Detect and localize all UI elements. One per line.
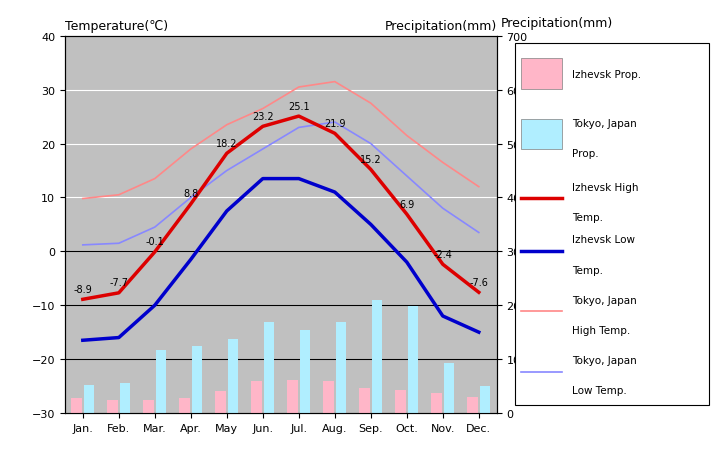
Bar bbox=[431, 392, 442, 413]
Text: Tokyo, Japan: Tokyo, Japan bbox=[572, 295, 636, 305]
Bar bbox=[251, 381, 262, 413]
Text: Tokyo, Japan: Tokyo, Japan bbox=[572, 118, 636, 128]
Bar bbox=[480, 386, 490, 413]
Bar bbox=[521, 59, 562, 90]
FancyBboxPatch shape bbox=[516, 44, 708, 406]
Text: 6.9: 6.9 bbox=[399, 199, 415, 209]
Text: Tokyo, Japan: Tokyo, Japan bbox=[572, 355, 636, 365]
Bar bbox=[372, 300, 382, 413]
Text: Low Temp.: Low Temp. bbox=[572, 386, 626, 396]
Text: 15.2: 15.2 bbox=[360, 155, 382, 164]
Bar bbox=[120, 383, 130, 413]
Text: 21.9: 21.9 bbox=[324, 118, 346, 129]
Bar bbox=[179, 398, 190, 413]
Text: Prop.: Prop. bbox=[572, 148, 598, 158]
Text: 23.2: 23.2 bbox=[252, 112, 274, 122]
Bar bbox=[408, 307, 418, 413]
Text: 18.2: 18.2 bbox=[216, 139, 238, 148]
Bar bbox=[521, 119, 562, 150]
Bar bbox=[323, 381, 334, 413]
Text: Precipitation(mm): Precipitation(mm) bbox=[384, 20, 497, 33]
Text: 8.8: 8.8 bbox=[183, 189, 199, 199]
Text: -7.7: -7.7 bbox=[109, 278, 128, 288]
Bar bbox=[359, 388, 370, 413]
Text: -7.6: -7.6 bbox=[469, 277, 488, 287]
Bar bbox=[264, 323, 274, 413]
Bar bbox=[107, 400, 118, 413]
Bar bbox=[444, 363, 454, 413]
Bar bbox=[84, 385, 94, 413]
Bar bbox=[215, 392, 226, 413]
Bar bbox=[156, 350, 166, 413]
Text: Temp.: Temp. bbox=[572, 265, 603, 275]
Text: -0.1: -0.1 bbox=[145, 237, 164, 247]
Text: High Temp.: High Temp. bbox=[572, 325, 630, 335]
Text: Temp.: Temp. bbox=[572, 213, 603, 222]
Text: Temperature(℃): Temperature(℃) bbox=[65, 20, 168, 33]
Bar bbox=[71, 398, 82, 413]
Text: Izhevsk High: Izhevsk High bbox=[572, 182, 638, 192]
Text: -8.9: -8.9 bbox=[73, 284, 92, 294]
Bar bbox=[395, 390, 406, 413]
Bar bbox=[467, 397, 478, 413]
Bar bbox=[336, 323, 346, 413]
Bar bbox=[143, 400, 154, 413]
Text: Izhevsk Low: Izhevsk Low bbox=[572, 235, 635, 245]
Text: Precipitation(mm): Precipitation(mm) bbox=[500, 17, 613, 30]
Text: -2.4: -2.4 bbox=[433, 249, 452, 259]
Text: Izhevsk Prop.: Izhevsk Prop. bbox=[572, 69, 641, 79]
Bar bbox=[300, 330, 310, 413]
Bar bbox=[192, 346, 202, 413]
Bar bbox=[228, 339, 238, 413]
Text: 25.1: 25.1 bbox=[288, 101, 310, 111]
Bar bbox=[287, 380, 298, 413]
